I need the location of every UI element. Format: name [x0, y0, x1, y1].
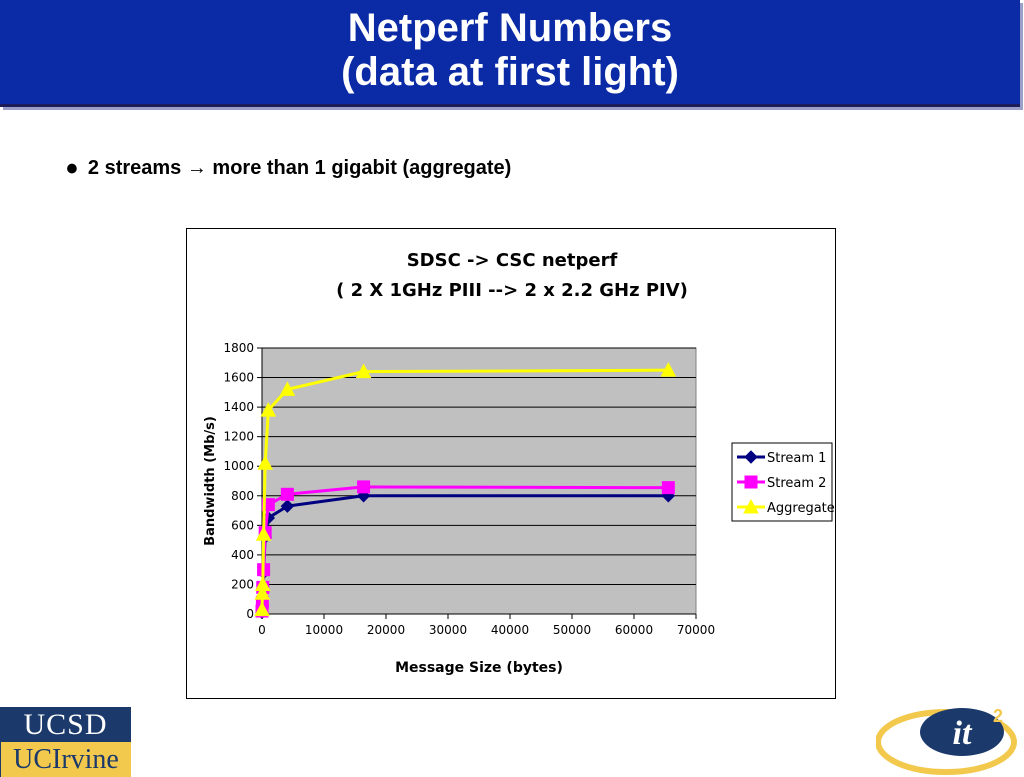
legend: Stream 1 Stream 2 Aggregate	[731, 442, 835, 522]
it2-logo-superscript: 2	[993, 706, 1003, 726]
y-tick-label: 1800	[223, 341, 254, 355]
y-tick-label: 800	[231, 489, 254, 503]
series-aggregate	[254, 362, 677, 617]
bullet-text: 2 streams → more than 1 gigabit (aggrega…	[87, 157, 512, 179]
x-tick-label: 70000	[677, 623, 715, 637]
bullet-dot-icon: •	[66, 150, 78, 188]
legend-marker	[743, 498, 759, 514]
x-tick-label: 0	[258, 623, 266, 637]
line-chart: SDSC -> CSC netperf ( 2 X 1GHz PIII --> …	[203, 250, 835, 676]
data-point	[357, 480, 371, 494]
data-point	[255, 526, 272, 541]
y-tick-label: 1400	[223, 400, 254, 414]
data-point	[280, 487, 294, 501]
ucsd-logo: UCSD	[0, 707, 131, 742]
it2-logo-text: it	[953, 715, 973, 752]
it2-logo-badge-icon	[920, 708, 1004, 756]
bullet-item: • 2 streams → more than 1 gigabit (aggreg…	[66, 150, 511, 189]
it2-logo: it 2	[876, 706, 1017, 775]
legend-label: Stream 2	[767, 476, 826, 491]
data-point	[254, 601, 270, 617]
y-tick-label: 400	[231, 548, 254, 562]
y-axis-label: Bandwidth (Mb/s)	[203, 416, 218, 546]
data-point	[257, 455, 274, 470]
legend-marker	[744, 475, 758, 489]
chart-title-line2: ( 2 X 1GHz PIII --> 2 x 2.2 GHz PIV)	[336, 280, 688, 301]
x-tick-label: 30000	[429, 623, 467, 637]
y-tick-label: 1000	[223, 459, 254, 473]
x-tick-label: 10000	[305, 623, 343, 637]
x-tick-label: 60000	[615, 623, 653, 637]
x-axis-label: Message Size (bytes)	[395, 660, 563, 676]
data-point	[260, 402, 277, 417]
legend-label: Stream 1	[767, 451, 826, 466]
data-point	[254, 576, 271, 591]
y-tick-label: 1600	[223, 371, 254, 385]
data-point	[355, 363, 372, 379]
data-point	[279, 381, 296, 396]
data-point	[660, 362, 677, 377]
legend-marker	[744, 450, 758, 464]
data-point	[280, 499, 295, 513]
chart-title-line1: SDSC -> CSC netperf	[407, 250, 618, 271]
data-point	[254, 585, 271, 600]
x-tick-label: 40000	[491, 623, 529, 637]
y-tick-label: 0	[246, 607, 254, 621]
data-point	[661, 481, 675, 495]
slide-title-line1: Netperf Numbers	[347, 6, 673, 50]
x-tick-label: 50000	[553, 623, 591, 637]
legend-label: Aggregate	[767, 501, 835, 516]
plot-area	[261, 347, 697, 615]
x-tick-label: 20000	[367, 623, 405, 637]
chart-frame: SDSC -> CSC netperf ( 2 X 1GHz PIII --> …	[186, 228, 836, 699]
slide-title-line2: (data at first light)	[341, 50, 679, 94]
y-tick-label: 600	[231, 518, 254, 532]
slide-title: Netperf Numbers (data at first light)	[0, 0, 1020, 107]
y-tick-label: 200	[231, 577, 254, 591]
ucirvine-logo: UCIrvine	[0, 742, 131, 777]
y-tick-label: 1200	[223, 430, 254, 444]
